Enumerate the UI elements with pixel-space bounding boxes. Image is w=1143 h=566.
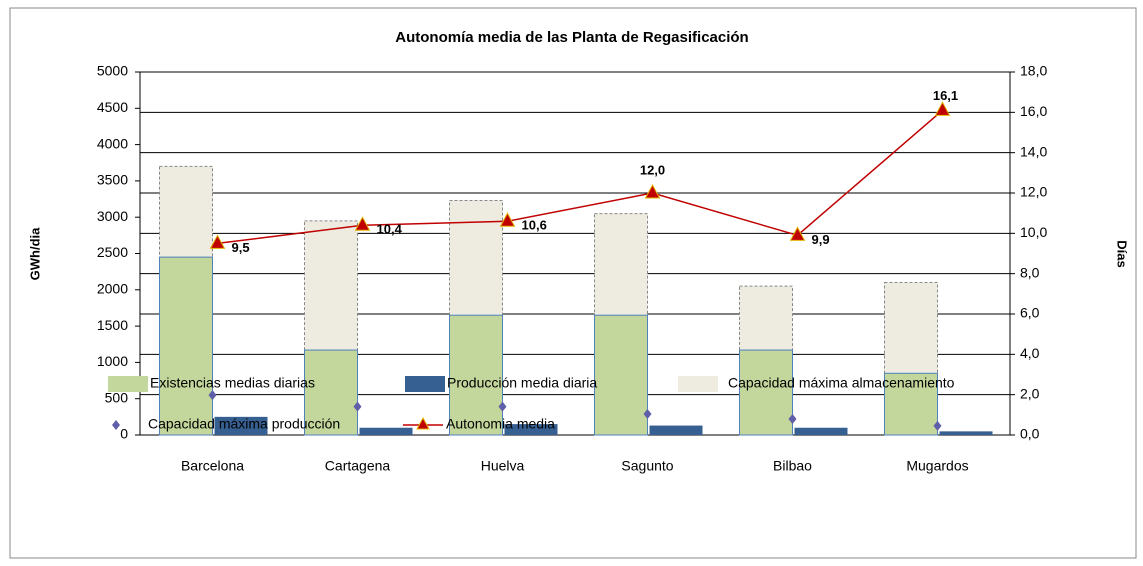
y2-tick-label: 8,0: [1020, 264, 1040, 280]
y2-tick-label: 4,0: [1020, 345, 1040, 361]
y-tick-label: 1500: [97, 317, 128, 333]
legend-label: Producción media diaria: [447, 375, 597, 391]
y2-tick-label: 10,0: [1020, 224, 1047, 240]
marker: [644, 183, 661, 199]
legend-label: Autonomia media: [446, 416, 555, 432]
data-label: 10,4: [377, 222, 403, 237]
legend-swatch: [416, 416, 430, 430]
bar: [214, 416, 268, 435]
y2-tick-label: 16,0: [1020, 103, 1047, 119]
point: [353, 401, 362, 412]
chart-title: Autonomía media de las Planta de Regasif…: [395, 29, 748, 46]
data-label: 9,9: [812, 232, 830, 247]
bar: [739, 349, 793, 436]
marker: [499, 212, 516, 227]
bar: [939, 431, 993, 435]
y-tick-label: 4000: [97, 135, 128, 151]
x-tick-label: Cartagena: [325, 458, 391, 474]
marker: [789, 226, 806, 241]
legend-label: Capacidad máxima almacenamiento: [728, 375, 955, 391]
y2-tick-label: 18,0: [1020, 63, 1047, 79]
marker: [934, 101, 951, 116]
x-tick-label: Barcelona: [181, 458, 244, 474]
point: [933, 420, 942, 431]
bar: [794, 427, 848, 435]
legend-swatch: [112, 420, 120, 430]
y-axis-label: GWh/dia: [27, 227, 42, 280]
y-tick-label: 2000: [97, 281, 128, 297]
y-tick-label: 2500: [97, 244, 128, 260]
legend-label: Capacidad máxima producción: [148, 416, 340, 432]
y2-tick-label: 0,0: [1020, 426, 1040, 442]
y-tick-label: 500: [105, 389, 129, 405]
data-label: 10,6: [522, 218, 547, 233]
marker: [354, 216, 371, 231]
legend-swatch: [678, 376, 718, 392]
y2-tick-label: 14,0: [1020, 143, 1047, 159]
bar: [159, 256, 213, 436]
y-tick-label: 0: [120, 426, 128, 442]
x-tick-label: Huelva: [481, 458, 525, 474]
legend-swatch: [405, 376, 445, 392]
y-tick-label: 4500: [97, 99, 128, 115]
point: [208, 390, 217, 401]
y2-tick-label: 2,0: [1020, 385, 1040, 401]
point: [643, 408, 652, 419]
x-tick-label: Sagunto: [621, 458, 673, 474]
bar: [304, 349, 358, 436]
y-tick-label: 3500: [97, 172, 128, 188]
line: [217, 109, 943, 245]
bar: [449, 314, 503, 436]
bar: [649, 425, 703, 435]
y2-tick-label: 12,0: [1020, 184, 1047, 200]
bar: [594, 314, 648, 436]
data-label: 16,1: [933, 88, 958, 103]
legend-label: Existencias medias diarias: [150, 375, 315, 391]
x-tick-label: Bilbao: [773, 458, 812, 474]
point: [788, 414, 797, 425]
y-tick-label: 3000: [97, 208, 128, 224]
y2-axis-label: Días: [1115, 240, 1130, 267]
bar: [504, 424, 558, 435]
bar: [884, 372, 938, 436]
y2-tick-label: 6,0: [1020, 305, 1040, 321]
legend-swatch: [108, 376, 148, 392]
y-tick-label: 1000: [97, 353, 128, 369]
x-tick-label: Mugardos: [906, 458, 968, 474]
y-tick-label: 5000: [97, 63, 128, 79]
data-label: 12,0: [640, 162, 665, 177]
point: [498, 401, 507, 412]
bar: [359, 427, 413, 435]
data-label: 9,5: [232, 240, 250, 255]
marker: [209, 234, 226, 249]
